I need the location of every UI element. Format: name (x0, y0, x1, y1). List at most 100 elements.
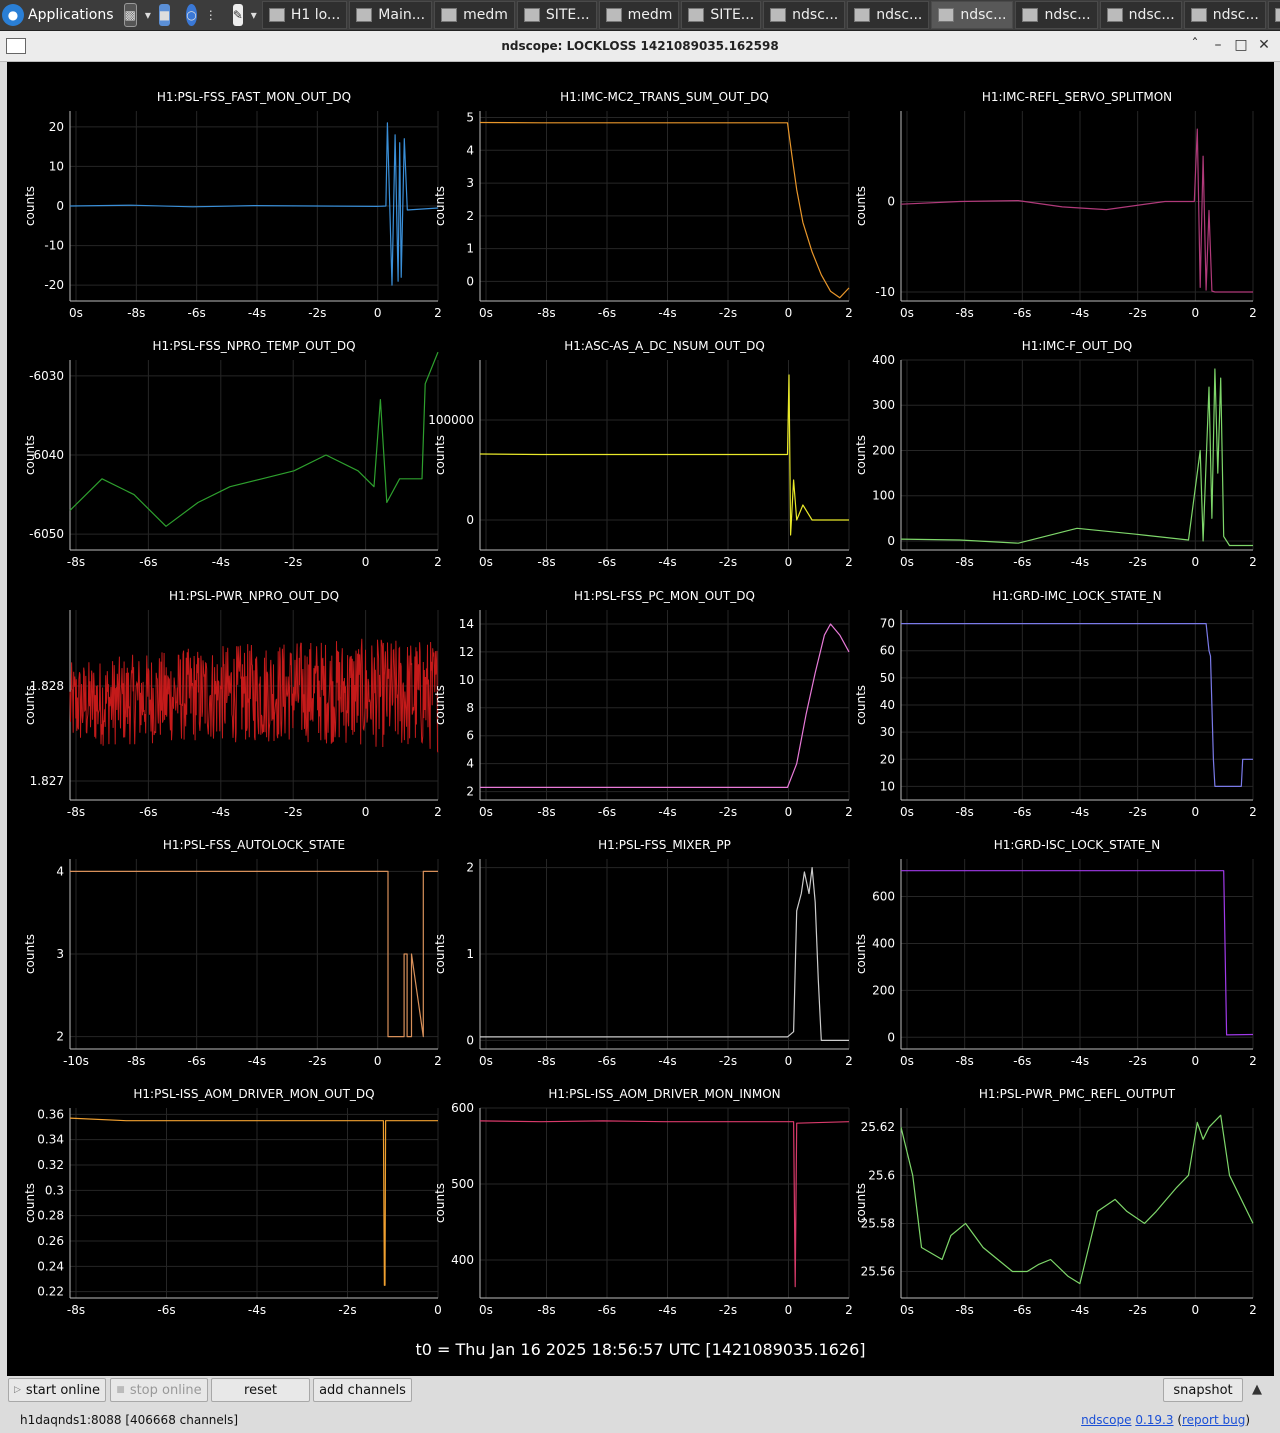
taskbar-task[interactable]: H1 lo... (261, 1, 348, 29)
x-tick-label: 0 (1192, 555, 1200, 569)
x-tick-label: 0 (785, 1303, 793, 1317)
plot-title: H1:IMC-F_OUT_DQ (1022, 339, 1132, 353)
ndscope-link[interactable]: ndscope (1081, 1413, 1132, 1427)
x-tick-label: 2 (1249, 306, 1257, 320)
taskbar-task[interactable]: ndsc... (1015, 1, 1098, 29)
y-axis-label: counts (854, 685, 868, 725)
x-tick-label: -8s (127, 306, 145, 320)
taskbar-task[interactable]: SITE... (516, 1, 597, 29)
text-editor-icon[interactable]: ✎ (232, 4, 243, 26)
x-tick-label: 0s (69, 306, 83, 320)
play-icon: ▷ (14, 1385, 21, 1395)
y-tick-label: 30 (880, 725, 895, 739)
y-tick-label: 25.6 (868, 1168, 895, 1182)
window-icon (854, 8, 871, 22)
chevron-down-icon[interactable]: ▾ (250, 8, 257, 22)
y-tick-label: 14 (459, 617, 474, 631)
taskbar-task[interactable]: Main... (349, 1, 433, 29)
chevron-down-icon[interactable]: ▾ (144, 8, 151, 22)
x-tick-label: 0 (785, 306, 793, 320)
plot-panel: H1:PSL-ISS_AOM_DRIVER_MON_OUT_DQcounts0.… (23, 1087, 442, 1317)
x-tick-label: -4s (1071, 1054, 1089, 1068)
y-axis-label: counts (433, 186, 447, 226)
y-tick-label: 6 (466, 729, 474, 743)
window-icon (770, 8, 787, 22)
add-channels-button[interactable]: add channels (313, 1378, 412, 1402)
x-tick-label: -6s (188, 1054, 206, 1068)
y-axis-label: counts (433, 1183, 447, 1223)
window-icon (938, 8, 955, 22)
stop-online-button[interactable]: ■ stop online (110, 1378, 208, 1402)
taskbar-task[interactable]: ndsc... (847, 1, 930, 29)
x-tick-label: -6s (157, 1303, 175, 1317)
taskbar-task[interactable]: ndsc... (1183, 1, 1266, 29)
taskbar-task[interactable]: medm (434, 1, 515, 29)
x-tick-label: 0 (1192, 306, 1200, 320)
maximize-icon[interactable]: □ (1234, 37, 1248, 53)
y-tick-label: 12 (459, 645, 474, 659)
start-online-button[interactable]: ▷ start online (8, 1378, 106, 1402)
version-link[interactable]: 0.19.3 (1135, 1413, 1174, 1427)
taskbar-task[interactable]: anth (1267, 1, 1280, 29)
shade-icon[interactable]: ˆ (1191, 37, 1199, 53)
applications-menu[interactable]: ● Applications (0, 0, 120, 30)
series-line (69, 122, 439, 286)
plot-title: H1:IMC-REFL_SERVO_SPLITMON (982, 90, 1172, 104)
y-axis-label: counts (23, 1183, 37, 1223)
server-status: h1daqnds1:8088 [406668 channels] (20, 1413, 239, 1427)
plot-title: H1:PSL-ISS_AOM_DRIVER_MON_INMON (548, 1087, 780, 1101)
taskbar-task[interactable]: ndsc... (1099, 1, 1182, 29)
y-tick-label: 300 (872, 398, 895, 412)
window-icon (1022, 8, 1039, 22)
expand-panel-icon[interactable]: ▲ (1252, 1382, 1262, 1397)
series-line (69, 638, 439, 753)
terminal-icon[interactable]: ▩ (123, 3, 137, 27)
series-line (69, 351, 439, 527)
folder-icon[interactable]: ■ (158, 4, 171, 26)
chromium-icon[interactable]: ○ (186, 4, 197, 26)
taskbar-task-label: ndsc... (1128, 7, 1175, 23)
x-tick-label: -6s (1013, 555, 1031, 569)
x-tick-label: 0 (785, 805, 793, 819)
taskbar-task[interactable]: ndsc... (763, 1, 846, 29)
window-icon (1274, 8, 1280, 22)
report-bug-link[interactable]: report bug (1182, 1413, 1246, 1427)
taskbar-task[interactable]: SITE... (681, 1, 762, 29)
close-icon[interactable]: ✕ (1258, 37, 1270, 53)
version-info: ndscope 0.19.3 (report bug) (1081, 1413, 1250, 1427)
series-line (901, 870, 1254, 1036)
y-tick-label: -10 (44, 239, 64, 253)
y-tick-label: -6040 (29, 448, 64, 462)
plot-title: H1:ASC-AS_A_DC_NSUM_OUT_DQ (564, 339, 765, 353)
x-tick-label: 0 (785, 1054, 793, 1068)
minimize-icon[interactable]: – (1214, 37, 1222, 53)
window-icon (688, 8, 705, 22)
snapshot-button[interactable]: snapshot (1163, 1378, 1243, 1402)
x-tick-label: -6s (1013, 1303, 1031, 1317)
x-tick-label: -8s (537, 1303, 555, 1317)
window-menu-icon[interactable] (6, 38, 26, 54)
y-tick-label: 200 (872, 983, 895, 997)
x-tick-label: 0 (1192, 1303, 1200, 1317)
x-tick-label: -6s (139, 805, 157, 819)
x-tick-label: 0s (479, 1303, 493, 1317)
y-tick-label: 200 (872, 443, 895, 457)
reset-button[interactable]: reset (211, 1378, 310, 1402)
share-icon[interactable]: ⋮ (204, 8, 217, 22)
plot-title: H1:PSL-ISS_AOM_DRIVER_MON_OUT_DQ (133, 1087, 374, 1101)
y-tick-label: 0.26 (37, 1234, 64, 1248)
x-tick-label: 0 (785, 555, 793, 569)
applications-label: Applications (28, 7, 114, 23)
taskbar-task[interactable]: medm (598, 1, 680, 29)
x-tick-label: 2 (1249, 1054, 1257, 1068)
x-tick-label: 0 (1192, 805, 1200, 819)
y-tick-label: 4 (56, 864, 64, 878)
taskbar-task[interactable]: ndsc... (931, 1, 1014, 29)
taskbar-task-label: SITE... (545, 7, 590, 23)
x-tick-label: -4s (248, 1303, 266, 1317)
